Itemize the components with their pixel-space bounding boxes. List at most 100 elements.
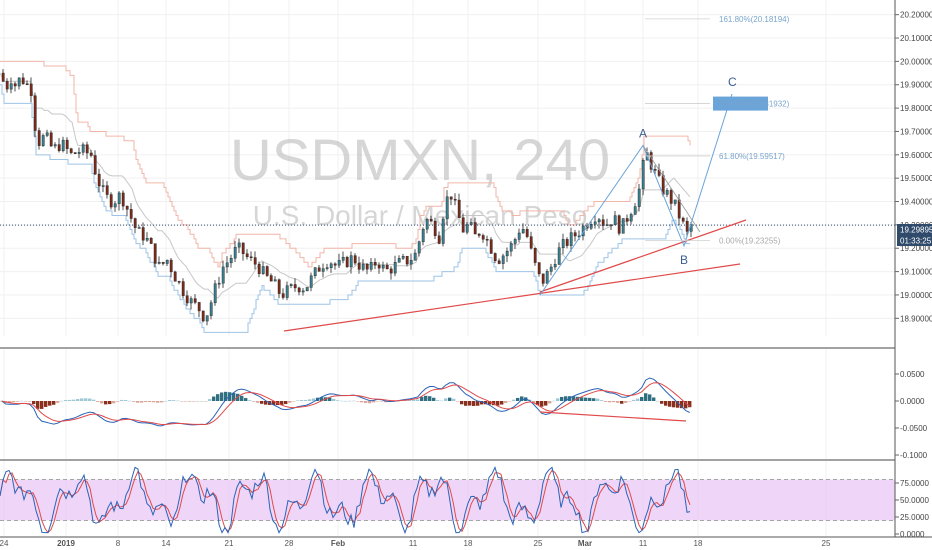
macd-histogram-bar <box>456 401 460 402</box>
macd-histogram-bar <box>588 397 592 401</box>
candle <box>549 266 553 272</box>
candle <box>397 258 401 263</box>
macd-histogram-bar <box>520 396 524 401</box>
macd-histogram-bar <box>668 401 672 407</box>
macd-histogram-bar <box>148 401 152 402</box>
macd-histogram-bar <box>444 398 448 401</box>
candle <box>129 209 133 219</box>
macd-pane-grid <box>3 349 827 459</box>
macd-histogram-bar <box>244 398 248 401</box>
macd-divergence-line[interactable] <box>539 411 687 422</box>
macd-histogram-bar <box>60 400 64 402</box>
macd-histogram-bar <box>184 401 188 402</box>
time-tick-label: 11 <box>639 539 648 548</box>
macd-histogram-bar <box>208 399 212 401</box>
candle <box>205 315 209 322</box>
candle <box>121 192 125 207</box>
macd-histogram-bar <box>260 401 264 404</box>
trendline-long[interactable] <box>283 263 741 332</box>
macd-histogram-bar <box>548 401 552 404</box>
time-axis[interactable] <box>0 537 932 550</box>
macd-histogram-bar <box>84 398 88 401</box>
candle <box>89 152 93 156</box>
candle <box>197 302 201 312</box>
macd-histogram-bar <box>52 401 56 405</box>
macd-histogram-bar <box>8 401 12 403</box>
macd-histogram-bar <box>448 397 452 401</box>
candle <box>209 302 213 316</box>
macd-histogram-bar <box>636 398 640 401</box>
macd-histogram-bar <box>628 401 632 402</box>
macd-histogram-bar <box>312 398 316 401</box>
candle <box>297 287 301 293</box>
watermark-symbol: USDMXN, 240 <box>230 128 610 193</box>
candle <box>277 279 281 294</box>
wave-projection-line[interactable] <box>539 93 733 296</box>
macd-histogram-bar <box>352 400 356 402</box>
macd-histogram-bar <box>436 400 440 401</box>
candle <box>181 281 185 296</box>
macd-histogram-bar <box>348 400 352 402</box>
time-tick-label: 2019 <box>57 539 75 548</box>
macd-histogram-bar <box>432 397 436 401</box>
candle <box>409 260 413 265</box>
candle <box>637 188 641 207</box>
macd-histogram-bar <box>176 400 180 402</box>
macd-histogram-bar <box>600 400 604 401</box>
macd-histogram-bar <box>180 401 184 402</box>
candle <box>437 235 441 244</box>
candle <box>521 229 525 234</box>
macd-histogram-bar <box>664 401 668 406</box>
candle <box>473 222 477 235</box>
macd-tick-label: 0.0500 <box>900 370 925 379</box>
candle <box>453 198 457 201</box>
candle <box>477 233 481 236</box>
candle <box>517 232 521 240</box>
candle <box>101 185 105 187</box>
macd-histogram-bar <box>508 401 512 402</box>
macd-histogram-bar <box>680 401 684 409</box>
macd-histogram-bar <box>304 400 308 401</box>
candle <box>305 287 309 292</box>
candle <box>449 196 453 200</box>
candle <box>641 159 645 190</box>
macd-histogram-bar <box>464 401 468 406</box>
macd-signal-line <box>1 382 691 426</box>
candle <box>125 205 129 210</box>
candle <box>269 275 273 282</box>
candle <box>345 256 349 268</box>
macd-histogram-bar <box>64 400 68 401</box>
candle <box>149 238 153 244</box>
trendline-short[interactable] <box>539 219 747 293</box>
macd-histogram-bar <box>116 401 120 402</box>
candle <box>225 262 229 268</box>
candle <box>117 192 121 204</box>
time-tick-label: 25 <box>822 539 831 548</box>
candle <box>165 259 169 264</box>
candle <box>337 260 341 266</box>
macd-histogram-bar <box>492 401 496 406</box>
candle <box>465 224 469 233</box>
macd-histogram-bar <box>272 401 276 405</box>
candle <box>161 262 165 264</box>
candle <box>201 310 205 322</box>
candle <box>217 282 221 285</box>
macd-histogram-bar <box>376 401 380 402</box>
macd-histogram-bar <box>32 401 36 405</box>
macd-histogram-bar <box>56 401 60 403</box>
macd-histogram-bar <box>204 401 208 402</box>
macd-histogram-bar <box>360 401 364 403</box>
macd-histogram-bar <box>284 401 288 405</box>
candle <box>417 241 421 254</box>
macd-histogram-bar <box>496 401 500 406</box>
macd-histogram-bar <box>192 401 196 402</box>
stoch-tick-label: 75.0000 <box>900 479 929 488</box>
fib-label: 100.00%(19.81932) <box>719 100 790 109</box>
macd-histogram-bar <box>104 401 108 405</box>
candle <box>661 175 665 195</box>
price-tick-label: 19.10000 <box>900 268 932 277</box>
macd-histogram-bar <box>24 401 28 402</box>
price-axis[interactable] <box>895 0 932 537</box>
macd-histogram-bar <box>72 399 76 401</box>
